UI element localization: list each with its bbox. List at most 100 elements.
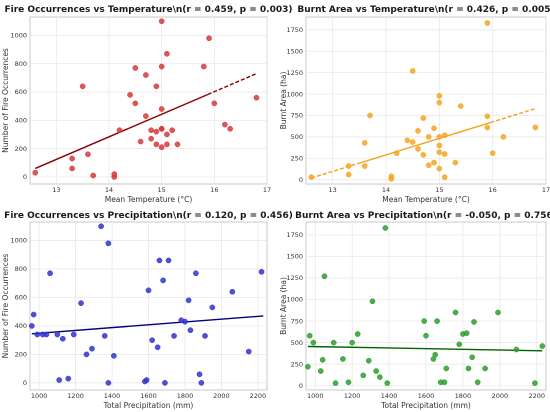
data-point: [153, 83, 160, 90]
data-point: [200, 63, 207, 70]
data-point: [330, 339, 337, 346]
data-point: [436, 142, 443, 149]
data-point: [421, 318, 428, 324]
x-tick-label: 14: [105, 186, 113, 194]
panel-title: Burnt Area vs Precipitation\n(r = -0.050…: [295, 211, 550, 221]
data-point: [89, 345, 95, 352]
data-point: [369, 298, 376, 305]
data-point: [174, 141, 181, 148]
data-point: [165, 257, 172, 264]
data-point: [158, 125, 165, 132]
grid: [30, 222, 267, 390]
data-point: [105, 380, 112, 386]
data-point: [345, 379, 352, 386]
y-tick-label: 750: [291, 112, 303, 120]
data-point: [143, 377, 150, 383]
data-point: [164, 131, 170, 138]
data-point: [471, 319, 477, 325]
data-point: [388, 176, 395, 182]
y-tick-label: 1000: [10, 237, 27, 245]
plot-frame: [305, 16, 547, 185]
data-point: [432, 351, 439, 358]
panel-fire-vs-temperature: 13 14 15 16 17 0 200 400 600 800 1000 Fire Occurre…: [1, 5, 292, 204]
x-tick-label: 1200: [344, 392, 361, 400]
data-point: [441, 151, 448, 157]
data-point: [373, 368, 380, 374]
data-point: [153, 128, 160, 135]
data-point: [79, 83, 86, 90]
data-point: [132, 65, 139, 71]
tick-labels: 13 14 15 16 17 0 200 400 600 800 1000: [10, 32, 271, 194]
data-point: [196, 371, 203, 378]
data-point: [156, 257, 163, 264]
trend-line: [307, 345, 543, 352]
data-point: [202, 333, 208, 339]
y-tick-label: 1000: [286, 90, 303, 98]
data-point: [436, 149, 443, 156]
y-tick-label: 800: [15, 265, 27, 273]
y-tick-label: 500: [291, 133, 303, 141]
x-tick-label: 13: [52, 186, 60, 194]
panel-title: Fire Occurrences vs Precipitation\n(r = …: [4, 211, 293, 221]
data-point: [361, 140, 368, 146]
data-point: [452, 159, 459, 166]
y-tick-label: 1750: [286, 231, 303, 239]
x-axis-label: Mean Temperature (°C): [382, 195, 470, 204]
data-point: [127, 91, 133, 98]
data-point: [153, 141, 160, 148]
data-point: [340, 356, 346, 362]
data-point: [132, 100, 139, 107]
data-point: [47, 270, 53, 277]
data-points: [308, 20, 539, 182]
data-point: [164, 50, 170, 57]
data-point: [482, 365, 488, 372]
y-tick-label: 750: [291, 317, 303, 325]
x-tick-label: 1600: [418, 392, 435, 400]
data-point: [105, 240, 112, 247]
panel-burnt-area-vs-temperature: 13 14 15 16 17 0 250 500 750 1000 1250 1500 1750 Bur…: [279, 5, 550, 204]
y-tick-label: 0: [23, 379, 27, 387]
y-axis-label: Burnt Area (ha): [279, 72, 288, 130]
data-point: [258, 268, 265, 275]
data-point: [253, 94, 260, 101]
data-point: [360, 372, 367, 379]
data-point: [229, 288, 236, 295]
data-points: [28, 223, 265, 386]
data-point: [145, 287, 152, 294]
x-axis-label: Total Precipitation (mm): [380, 401, 471, 410]
data-point: [532, 124, 539, 131]
data-point: [227, 125, 233, 132]
data-point: [310, 339, 317, 346]
x-tick-label: 15: [435, 186, 443, 194]
grid: [30, 17, 268, 184]
panel-title: Fire Occurrences vs Temperature\n(r = 0.…: [5, 5, 293, 15]
data-point: [182, 318, 188, 325]
data-point: [463, 330, 470, 336]
x-tick-label: 1000: [31, 392, 48, 400]
data-point: [162, 380, 168, 386]
data-point: [452, 309, 459, 316]
x-tick-label: 17: [542, 186, 550, 194]
x-tick-label: 1800: [177, 392, 194, 400]
data-point: [345, 163, 352, 169]
data-point: [415, 128, 421, 134]
data-point: [143, 72, 149, 78]
y-tick-label: 1500: [286, 253, 303, 261]
data-point: [160, 277, 166, 284]
plot-frame: [29, 16, 268, 185]
data-point: [34, 331, 41, 338]
data-point: [85, 151, 91, 158]
tick-labels: 1000 1200 1400 1600 1800 2000 2200 0 200 400 600 80…: [10, 237, 266, 400]
data-point: [206, 35, 212, 42]
tick-labels: 1000 1200 1400 1600 1800 2000 2200 0 250 500 750 10…: [286, 231, 545, 400]
y-tick-label: 0: [299, 382, 303, 390]
x-tick-label: 1000: [307, 392, 324, 400]
data-point: [154, 344, 161, 351]
y-tick-label: 500: [291, 339, 303, 347]
data-point: [441, 174, 448, 180]
data-point: [376, 374, 383, 380]
data-point: [484, 124, 491, 131]
x-tick-label: 15: [158, 186, 166, 194]
data-point: [345, 171, 352, 178]
